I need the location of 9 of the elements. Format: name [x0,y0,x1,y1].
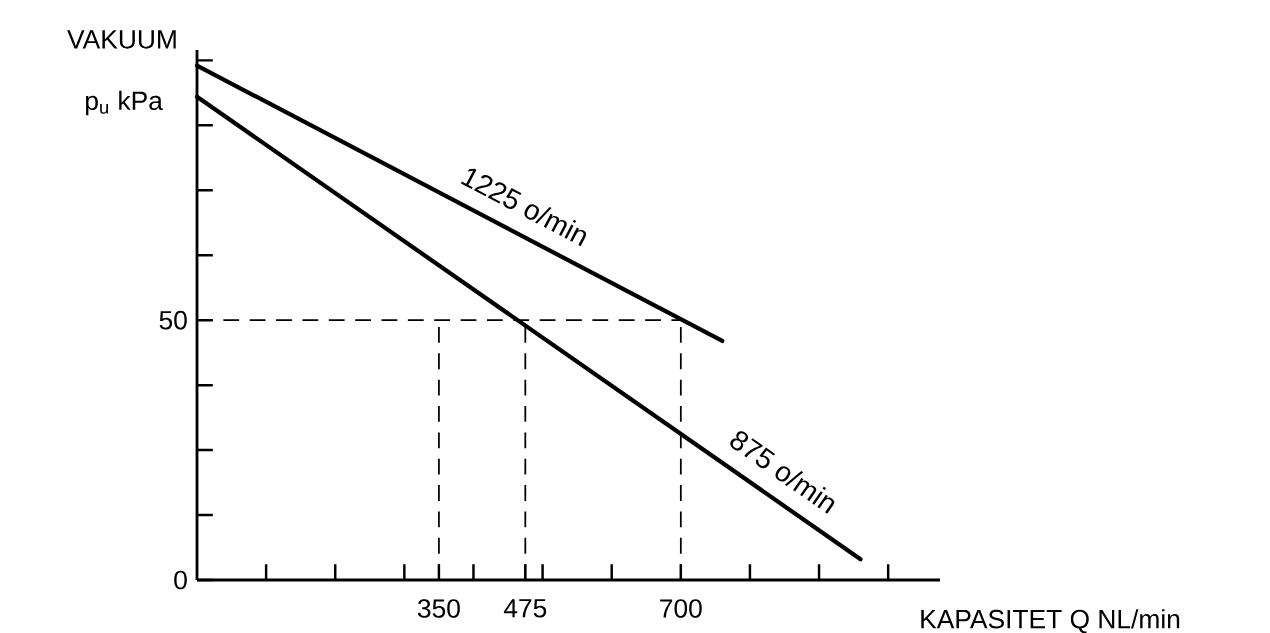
x-tick-label: 475 [503,599,547,618]
x-axis-title: KAPASITET Q NL/min [921,609,1180,633]
x-tick-label: 350 [417,599,460,618]
x-tick-label: 700 [660,599,702,618]
y-axis-title: p$_{u}$ kPa [86,90,163,116]
y-tick-label: 0 [174,570,187,590]
chart-title: VAKUUM [67,30,176,49]
text: 1225 o/min [460,168,587,247]
y-tick-label: 50 [159,310,187,330]
